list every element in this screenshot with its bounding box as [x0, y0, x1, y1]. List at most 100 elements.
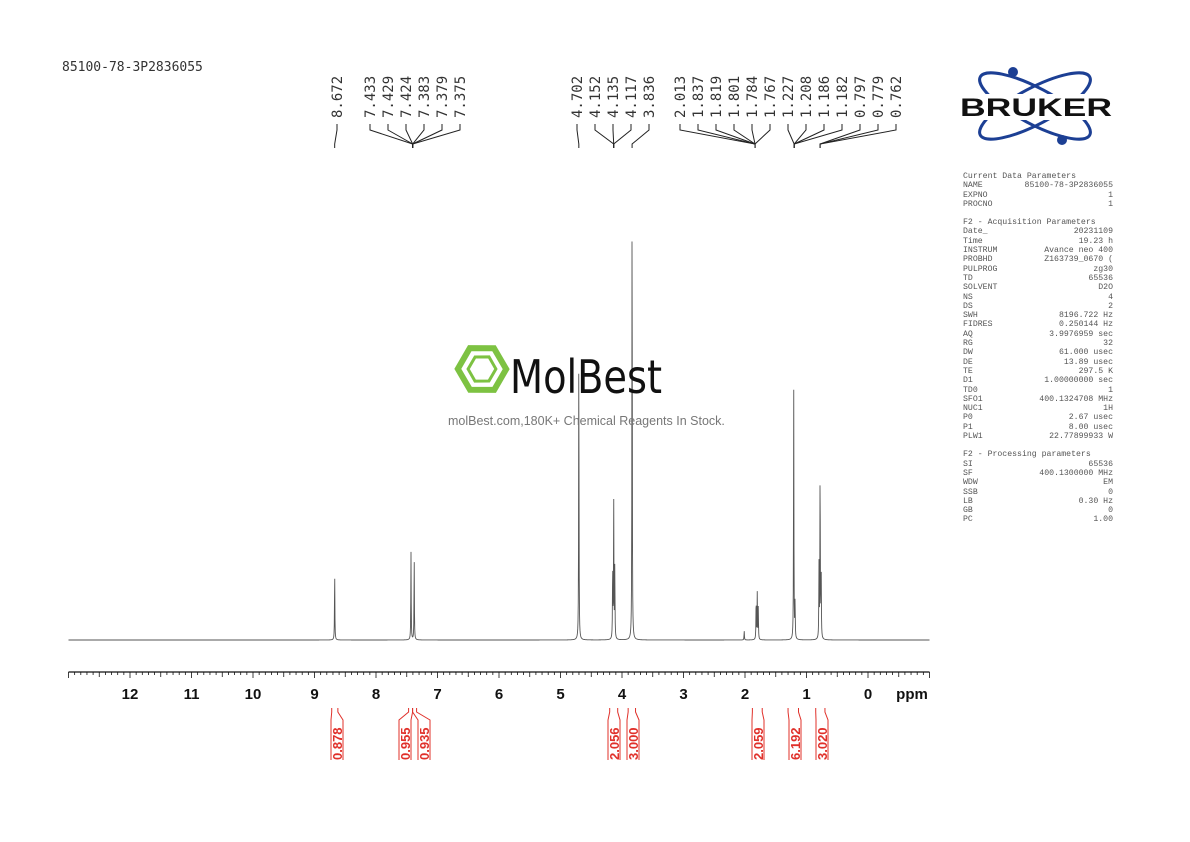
param-value: Z163739_0670 ( — [1044, 255, 1113, 265]
integral-bracket — [607, 708, 621, 760]
bruker-logo-icon: BRUKER — [960, 67, 1112, 145]
param-row: TD 65536 — [963, 274, 1113, 283]
param-value: 65536 — [1088, 273, 1113, 283]
param-key: PROBHD — [963, 255, 993, 265]
param-value: 297.5 K — [1078, 366, 1113, 376]
param-row: RG 32 — [963, 339, 1113, 348]
x-axis-label: ppm — [896, 686, 928, 703]
x-tick-label: 11 — [184, 686, 200, 703]
param-row: P1 8.00 usec — [963, 423, 1113, 432]
param-row: DW 61.000 usec — [963, 348, 1113, 357]
param-value: 400.1324708 MHz — [1039, 394, 1113, 404]
integral-value: 6.192 — [788, 727, 803, 760]
param-key: INSTRUM — [963, 246, 998, 256]
param-value: 0 — [1108, 487, 1113, 497]
x-tick-label: 6 — [495, 686, 503, 703]
spectrum — [68, 241, 930, 641]
peak-label: 4.152 — [588, 76, 604, 118]
peak-label: 7.383 — [417, 76, 433, 118]
integral-bracket — [626, 708, 640, 760]
param-row: GB 0 — [963, 506, 1113, 515]
param-key: SF — [963, 468, 973, 478]
peak-label: 0.797 — [853, 76, 869, 118]
peak-label-leader — [334, 124, 338, 148]
param-key: SOLVENT — [963, 283, 998, 293]
peak-label-leader — [793, 124, 843, 148]
peak-label-leader — [576, 124, 580, 148]
x-tick-label: 12 — [122, 686, 139, 703]
param-value: 1 — [1108, 199, 1113, 209]
param-row: D1 1.00000000 sec — [963, 376, 1113, 385]
param-section-title: Current Data Parameters — [963, 172, 1077, 181]
peak-label-leader — [594, 124, 615, 148]
param-value: 4 — [1108, 292, 1113, 302]
param-key: D1 — [963, 376, 973, 386]
param-row: WDW EM — [963, 478, 1113, 487]
peak-label-leader — [754, 124, 771, 148]
peak-label: 1.767 — [763, 76, 779, 118]
param-row: PLW1 22.77899933 W — [963, 432, 1113, 441]
param-key: TD0 — [963, 385, 978, 395]
param-key: Date_ — [963, 227, 988, 237]
param-key: EXPNO — [963, 190, 988, 200]
x-tick-label: 8 — [372, 686, 380, 703]
param-value: 0.250144 Hz — [1058, 320, 1113, 330]
x-axis: 12 11 10 9 8 7 6 5 4 3 2 1 0 ppm — [68, 671, 930, 703]
peak-label: 1.227 — [781, 76, 797, 118]
param-key: LB — [963, 496, 973, 506]
peak-label-leader — [697, 124, 756, 148]
peak-label-leader — [787, 124, 795, 148]
param-key: TE — [963, 366, 973, 376]
param-value: 2.67 usec — [1068, 413, 1113, 423]
param-key: DW — [963, 348, 973, 358]
integral-value: 3.020 — [815, 727, 830, 760]
integral-value: 0.878 — [330, 727, 345, 760]
spectrum-trace — [68, 241, 930, 641]
bruker-logo-text: BRUKER — [960, 94, 1112, 122]
param-value: 2 — [1108, 301, 1113, 311]
param-row: Time 19.23 h — [963, 237, 1113, 246]
param-key: P1 — [963, 422, 973, 432]
param-key: DE — [963, 357, 973, 367]
molbest-logo-icon — [454, 345, 510, 393]
param-value: 22.77899933 W — [1049, 432, 1113, 442]
param-row: DS 2 — [963, 302, 1113, 311]
peak-label: 7.375 — [453, 76, 469, 118]
peak-label: 0.762 — [889, 76, 905, 118]
param-value: 1 — [1108, 385, 1113, 395]
param-value: D2O — [1098, 283, 1113, 293]
peak-label: 7.429 — [381, 76, 397, 118]
param-value: 32 — [1103, 339, 1113, 349]
param-value: 8.00 usec — [1068, 422, 1113, 432]
param-key: SWH — [963, 311, 978, 321]
param-row: TE 297.5 K — [963, 367, 1113, 376]
param-row: INSTRUM Avance neo 400 — [963, 246, 1113, 255]
sample-title: 85100-78-3P2836055 — [62, 60, 203, 75]
x-tick-label: 0 — [864, 686, 872, 703]
integral-value: 2.059 — [751, 727, 766, 760]
param-key: SFO1 — [963, 394, 983, 404]
param-row: PULPROG zg30 — [963, 265, 1113, 274]
param-value: 61.000 usec — [1058, 348, 1113, 358]
param-row: SOLVENT D2O — [963, 283, 1113, 292]
param-row: PC 1.00 — [963, 515, 1113, 524]
param-key: P0 — [963, 413, 973, 423]
integral-bracket — [330, 708, 344, 760]
peak-label: 1.182 — [835, 76, 851, 118]
param-row: PROCNO 1 — [963, 200, 1113, 209]
peak-label: 4.135 — [606, 76, 622, 118]
peak-label-leader — [631, 124, 650, 148]
peak-label: 1.801 — [727, 76, 743, 118]
param-row: SSB 0 — [963, 488, 1113, 497]
param-row: P0 2.67 usec — [963, 413, 1113, 422]
param-value: 13.89 usec — [1063, 357, 1113, 367]
param-row: NUC1 1H — [963, 404, 1113, 413]
param-key: DS — [963, 301, 973, 311]
peak-label: 7.433 — [363, 76, 379, 118]
peak-label-leader — [819, 124, 897, 148]
param-value: 0.30 Hz — [1078, 496, 1113, 506]
acquisition-parameters-panel: Current Data Parameters NAME 85100-78-3P28… — [963, 172, 1113, 525]
peak-label-leader — [613, 124, 632, 148]
param-key: NS — [963, 292, 973, 302]
